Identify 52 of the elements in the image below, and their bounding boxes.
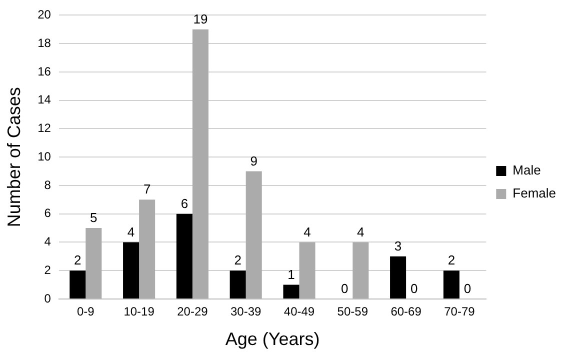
x-tick-label: 20-29 <box>177 304 208 319</box>
data-label: 0 <box>410 281 418 296</box>
data-label: 7 <box>143 182 151 197</box>
y-tick-label: 20 <box>38 8 52 22</box>
bar <box>70 270 86 298</box>
bar <box>283 284 300 298</box>
data-label: 2 <box>448 252 456 268</box>
data-label: 1 <box>288 266 295 282</box>
bar <box>123 242 140 298</box>
data-label: 4 <box>304 224 311 240</box>
bar <box>230 270 246 298</box>
data-label: 3 <box>394 238 402 254</box>
x-tick-label: 0-9 <box>76 304 95 319</box>
bar <box>352 242 369 298</box>
data-label: 4 <box>357 224 364 240</box>
x-tick-label: 30-39 <box>230 304 262 319</box>
bar <box>192 29 208 298</box>
bar <box>390 256 406 298</box>
bar <box>86 228 102 298</box>
x-tick-label: 60-69 <box>390 304 422 319</box>
y-tick-label: 0 <box>44 291 52 306</box>
data-label: 0 <box>464 281 472 296</box>
x-tick-label: 40-49 <box>284 304 315 319</box>
x-tick-label: 50-59 <box>337 304 368 319</box>
x-tick-label: 10-19 <box>124 304 155 319</box>
data-label: 9 <box>250 153 258 168</box>
bar <box>176 214 192 298</box>
bar <box>139 200 156 298</box>
y-tick-label: 18 <box>38 36 52 50</box>
data-label: 5 <box>90 210 98 226</box>
y-tick-label: 12 <box>38 121 52 136</box>
bar <box>443 270 460 298</box>
y-tick-label: 10 <box>38 149 52 164</box>
data-label: 2 <box>74 252 82 268</box>
data-label: 0 <box>341 281 348 296</box>
bar <box>246 171 262 298</box>
x-axis-title: Age (Years) <box>225 329 320 350</box>
y-tick-label: 2 <box>44 262 52 277</box>
legend-label: Male <box>512 162 541 178</box>
bar <box>299 242 316 298</box>
y-tick-label: 6 <box>44 206 52 220</box>
y-tick-label: 14 <box>38 92 52 107</box>
legend-label: Female <box>512 186 556 201</box>
y-tick-label: 4 <box>44 234 52 249</box>
x-tick-label: 70-79 <box>444 304 476 319</box>
y-tick-label: 16 <box>38 64 52 78</box>
y-axis-title: Number of Cases <box>4 87 24 228</box>
data-label: 4 <box>127 224 135 240</box>
data-label: 2 <box>234 252 242 268</box>
data-label: 19 <box>193 11 208 26</box>
y-tick-label: 8 <box>44 178 52 192</box>
data-label: 6 <box>180 196 188 211</box>
